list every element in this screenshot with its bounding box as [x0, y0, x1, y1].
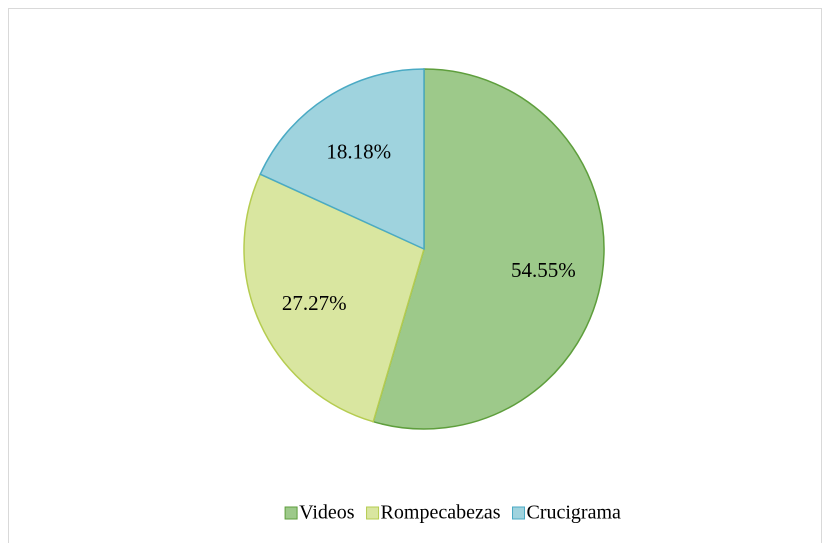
data-label: 54.55% [511, 258, 576, 282]
legend-swatch [284, 506, 298, 520]
legend-label: Videos [299, 502, 355, 524]
pie-slice [259, 68, 425, 251]
legend-swatch [512, 506, 526, 520]
pie-slice [243, 173, 425, 423]
legend-label: Rompecabezas [381, 502, 501, 524]
data-label: 27.27% [282, 291, 347, 315]
legend-label: Crucigrama [527, 502, 622, 524]
pie-slice [372, 68, 605, 430]
legend-swatch [366, 506, 380, 520]
data-label: 18.18% [326, 139, 391, 163]
